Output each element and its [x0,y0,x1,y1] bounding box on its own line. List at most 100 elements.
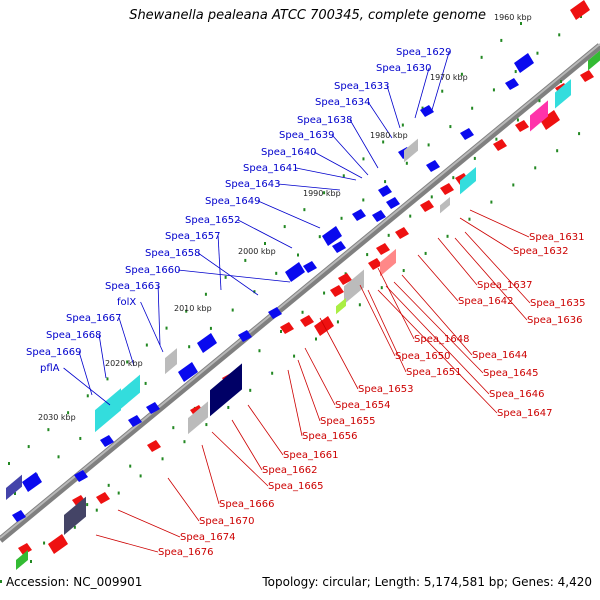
ruler-dot [67,411,70,415]
reverse-gene-label[interactable]: Spea_1676 [158,547,213,558]
reverse-gene-label[interactable]: Spea_1631 [529,232,584,243]
forward-gene-label[interactable]: Spea_1660 [125,265,180,276]
ruler-dot [106,377,109,381]
forward-label-leader [414,67,430,119]
ruler-dot [421,106,424,110]
forward-gene-label[interactable]: Spea_1657 [165,231,220,242]
forward-gene-label[interactable]: Spea_1643 [225,179,280,190]
ruler-dot [57,455,60,459]
ruler-dot [336,320,339,324]
reverse-gene-label[interactable]: Spea_1635 [530,298,585,309]
ruler-dot [14,492,16,495]
reverse-gene-label[interactable]: Spea_1662 [262,465,317,476]
ruler-dot [47,428,50,432]
forward-gene-label[interactable]: Spea_1633 [334,81,389,92]
ruler-dot [43,541,46,545]
ruler-dot [253,290,256,294]
ruler-dot [86,503,89,507]
reverse-gene-label[interactable]: Spea_1644 [472,350,527,361]
ruler-dot [427,143,430,147]
ruler-dot [342,174,345,178]
reverse-gene-label[interactable]: Spea_1636 [527,315,582,326]
reverse-gene-arrow [395,227,409,239]
forward-gene-label[interactable]: Spea_1668 [46,330,101,341]
reverse-gene-label[interactable]: Spea_1651 [406,367,461,378]
ruler-dot [283,225,286,229]
ruler-dot [362,198,365,202]
reverse-gene-label[interactable]: Spea_1642 [458,296,513,307]
gene-block [118,374,140,412]
forward-gene-arrow [238,330,252,342]
map-title: Shewanella pealeana ATCC 700345, complet… [129,8,486,23]
ruler-dot [500,38,503,42]
reverse-gene-label[interactable]: Spea_1655 [320,416,375,427]
ruler-dot [492,88,495,92]
reverse-label-leader [231,419,263,471]
forward-gene-label[interactable]: Spea_1649 [205,196,260,207]
scale-tick-label: 1970 kbp [430,73,468,82]
reverse-label-leader [469,209,530,238]
reverse-gene-label[interactable]: Spea_1661 [283,450,338,461]
reverse-gene-label[interactable]: Spea_1674 [180,532,235,543]
ruler-dot [323,191,326,195]
reverse-gene-label[interactable]: Spea_1653 [358,384,413,395]
gene-block [336,297,346,315]
ruler-dot [73,525,76,529]
reverse-gene-label[interactable]: Spea_1645 [483,368,538,379]
forward-gene-label[interactable]: Spea_1640 [261,147,316,158]
forward-gene-arrow [128,415,142,427]
ruler-dot [534,166,537,170]
ruler-dot [490,200,493,204]
ruler-dot [468,217,471,221]
forward-gene-label[interactable]: Spea_1669 [26,347,81,358]
forward-gene-label[interactable]: Spea_1641 [243,163,298,174]
reverse-gene-label[interactable]: Spea_1654 [335,400,390,411]
gene-block [64,496,86,536]
ruler-dot [204,292,207,296]
reverse-gene-label[interactable]: Spea_1646 [489,389,544,400]
forward-gene-label[interactable]: Spea_1652 [185,215,240,226]
forward-gene-label[interactable]: Spea_1658 [145,248,200,259]
reverse-gene-label[interactable]: Spea_1656 [302,431,357,442]
forward-gene-label[interactable]: Spea_1630 [376,63,431,74]
forward-gene-arrow [505,78,519,90]
reverse-gene-label[interactable]: Spea_1647 [497,408,552,419]
forward-gene-label[interactable]: Spea_1663 [105,281,160,292]
ruler-dot [380,286,383,290]
reverse-gene-label[interactable]: Spea_1666 [219,499,274,510]
forward-gene-label[interactable]: folX [117,297,136,308]
ruler-dot [536,51,539,55]
forward-gene-arrow [322,226,342,246]
ruler-dot [165,326,168,330]
ruler-dot [323,291,326,295]
forward-gene-label[interactable]: Spea_1667 [66,313,121,324]
forward-gene-label[interactable]: Spea_1639 [279,130,334,141]
ruler-dot [558,33,561,37]
gene-block [555,79,571,109]
reverse-gene-label[interactable]: Spea_1650 [395,351,450,362]
forward-label-leader [63,367,111,406]
ruler-dot [473,156,476,160]
forward-gene-arrow [303,261,317,273]
ruler-dot [224,275,227,279]
reverse-label-leader [95,534,159,553]
ruler-dot [297,253,299,257]
forward-gene-label[interactable]: Spea_1638 [297,115,352,126]
reverse-gene-arrow [420,200,434,212]
forward-gene-arrow [285,262,305,282]
reverse-gene-label[interactable]: Spea_1632 [513,246,568,257]
forward-gene-label[interactable]: Spea_1629 [396,47,451,58]
reverse-gene-label[interactable]: Spea_1648 [414,334,469,345]
reverse-gene-label[interactable]: Spea_1670 [199,516,254,527]
reverse-gene-label[interactable]: Spea_1665 [268,481,323,492]
reverse-gene-label[interactable]: Spea_1637 [477,280,532,291]
accession-text: Accession: NC_009901 [6,575,143,589]
forward-gene-label[interactable]: Spea_1634 [315,97,370,108]
forward-gene-label[interactable]: pflA [40,363,60,374]
reverse-gene-arrow [368,258,382,270]
forward-gene-arrow [268,307,282,319]
forward-label-leader [237,219,293,249]
forward-label-leader [367,101,393,139]
ruler-dot [382,140,385,144]
